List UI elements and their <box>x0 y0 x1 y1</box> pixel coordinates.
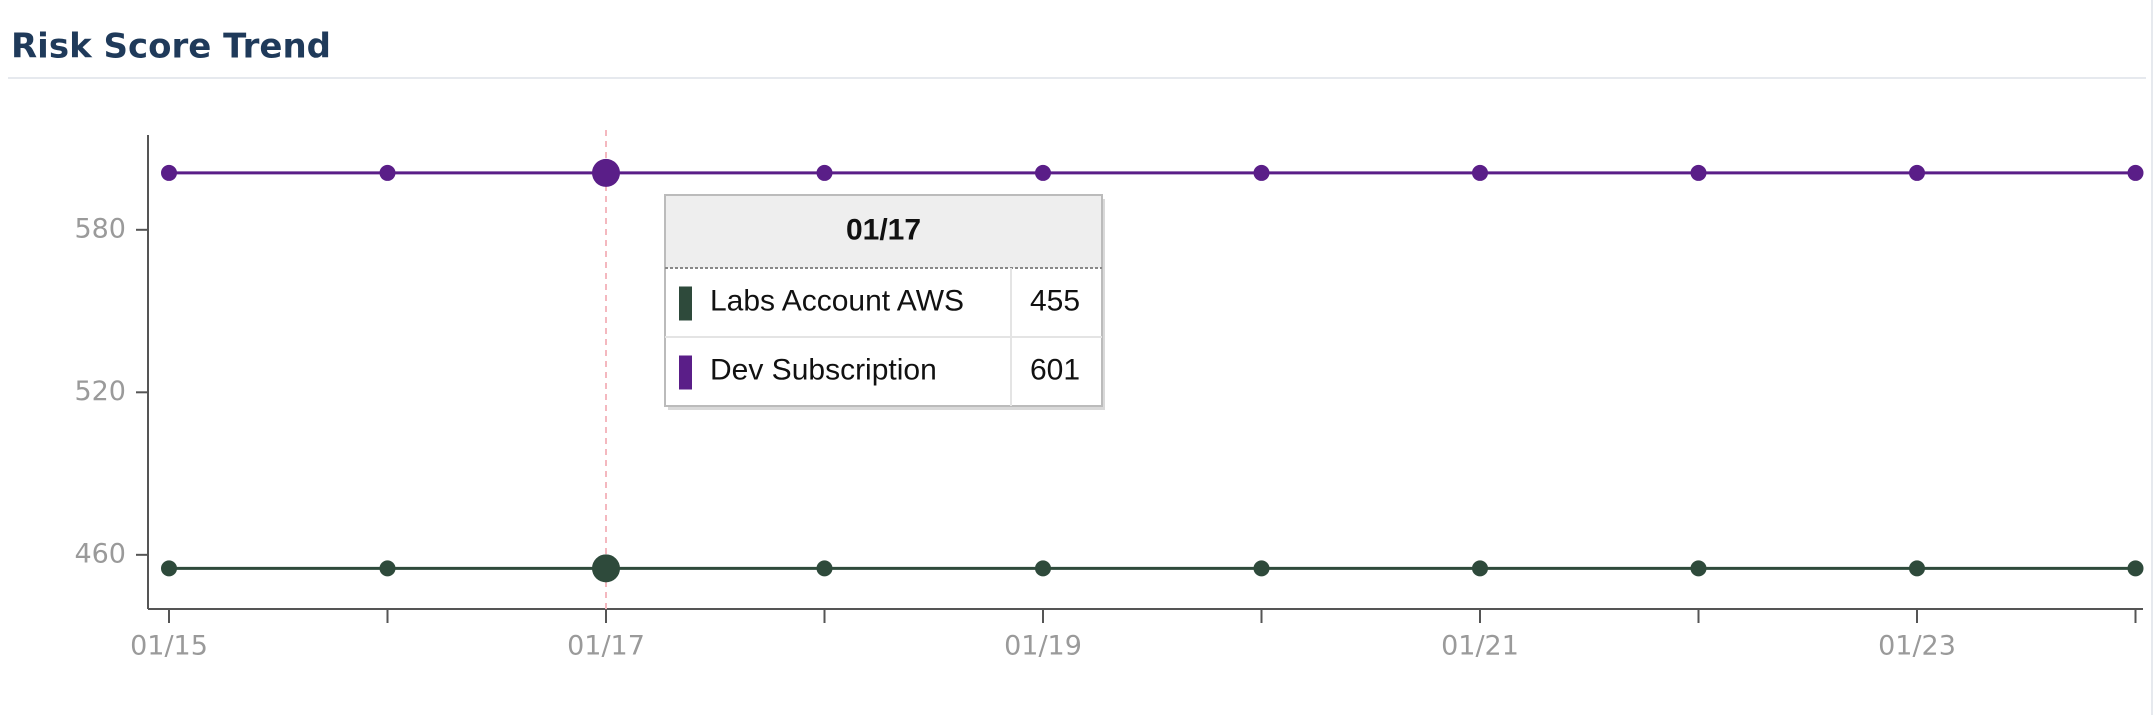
data-point <box>161 164 177 181</box>
data-point <box>379 560 396 577</box>
data-point <box>1253 164 1270 181</box>
tooltip-swatch <box>679 355 692 390</box>
data-point <box>1909 560 1925 577</box>
x-tick-label: 01/17 <box>567 631 645 662</box>
data-point <box>2127 560 2144 577</box>
x-tick-label: 01/15 <box>130 631 208 662</box>
data-point <box>1253 560 1270 577</box>
tooltip-swatch <box>679 286 692 321</box>
data-point <box>816 560 833 577</box>
data-point <box>592 554 620 583</box>
tooltip-series-name: Labs Account AWS <box>710 284 964 317</box>
data-point <box>1472 560 1488 577</box>
data-point <box>816 164 833 181</box>
data-point <box>161 560 177 577</box>
y-tick-label: 460 <box>74 538 126 569</box>
tooltip-title: 01/17 <box>846 213 921 246</box>
tooltip: 01/17 Labs Account AWS 455 Dev Subscription… <box>664 194 1105 410</box>
data-point <box>2127 164 2144 181</box>
data-point <box>592 158 620 187</box>
chart-title: Risk Score Trend <box>11 27 331 67</box>
y-tick-label: 520 <box>74 376 126 407</box>
data-point <box>1690 560 1707 577</box>
data-point <box>379 164 396 181</box>
y-tick-label: 580 <box>74 213 126 244</box>
x-tick-label: 01/23 <box>1878 631 1956 662</box>
tooltip-value: 455 <box>1030 284 1080 317</box>
x-tick-label: 01/19 <box>1004 631 1082 662</box>
tooltip-value: 601 <box>1030 353 1080 386</box>
tooltip-header <box>666 196 1101 268</box>
data-point <box>1035 560 1051 577</box>
data-point <box>1909 164 1925 181</box>
tooltip-series-name: Dev Subscription <box>710 353 937 386</box>
data-point <box>1472 164 1488 181</box>
x-tick-label: 01/21 <box>1441 631 1519 662</box>
data-point <box>1035 164 1051 181</box>
data-point <box>1690 164 1707 181</box>
